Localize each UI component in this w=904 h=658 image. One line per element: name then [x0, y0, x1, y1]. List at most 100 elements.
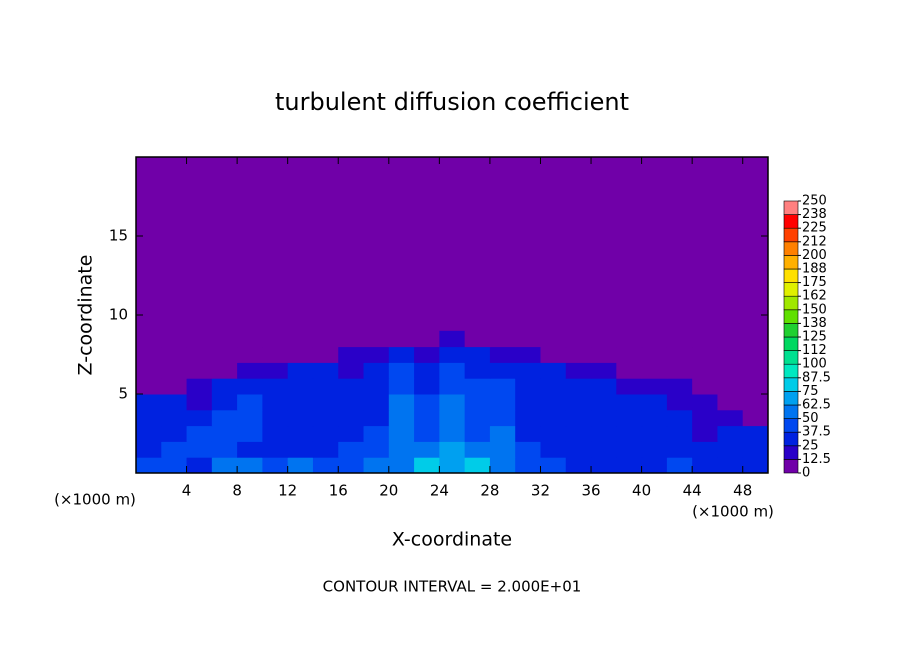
field-cell [287, 362, 314, 379]
colorbar-label: 87.5 [802, 370, 831, 385]
field-cell [287, 457, 314, 474]
field-cell [439, 346, 466, 363]
colorbar-bin [783, 391, 799, 406]
field-cell [591, 362, 617, 379]
field-cell [641, 409, 668, 427]
field-cell [464, 394, 491, 411]
field-cell [692, 441, 718, 458]
field-cell [161, 330, 188, 348]
x-unit-note: (×1000 m) [692, 503, 774, 521]
field-cell [540, 362, 567, 379]
field-cell [717, 425, 744, 442]
colorbar-label: 200 [802, 248, 827, 263]
field-cell [287, 425, 314, 442]
colorbar-bin [783, 445, 799, 460]
field-cell [262, 425, 289, 442]
field-cell [363, 378, 390, 395]
field-cell [464, 425, 491, 442]
field-cell [186, 425, 213, 442]
field-cell [515, 378, 541, 395]
field-cell [439, 425, 466, 442]
field-cell [136, 457, 162, 474]
field-cell [742, 457, 769, 474]
field-cell [666, 362, 693, 379]
colorbar-label: 225 [802, 221, 827, 236]
field-cell [161, 378, 188, 395]
field-cell [161, 425, 188, 442]
field-cell [338, 409, 365, 427]
field-cell [540, 457, 567, 474]
field-cell [692, 425, 718, 442]
field-cell [616, 346, 643, 363]
field-cell [161, 346, 188, 363]
field-cell [692, 378, 718, 395]
field-cell [262, 409, 289, 427]
field-cell [414, 441, 440, 458]
field-cell [211, 425, 238, 442]
field-cell [616, 378, 643, 395]
field-cell [616, 330, 643, 348]
field-cell [565, 362, 592, 379]
field-cell [692, 362, 718, 379]
x-tick-label: 32 [531, 482, 550, 500]
field-cell [641, 457, 668, 474]
colorbar-bin [783, 363, 799, 379]
field-cell [616, 457, 643, 474]
field-cell [540, 378, 567, 395]
field-cell [717, 362, 744, 379]
field-cell [363, 346, 390, 363]
field-cell [312, 457, 339, 474]
field-cell [414, 394, 440, 411]
field-cell [211, 394, 238, 411]
field-cell [186, 330, 213, 348]
field-cell [312, 378, 339, 395]
field-cell [591, 425, 617, 442]
field-cell [489, 346, 516, 363]
colorbar-bin [783, 200, 799, 215]
field-cell [237, 330, 263, 348]
colorbar-bin [783, 227, 799, 243]
field-cell [161, 409, 188, 427]
colorbar-label: 100 [802, 357, 827, 372]
field-cell [363, 330, 390, 348]
field-cell [692, 457, 718, 474]
y-tick-label: 15 [109, 227, 128, 245]
field-cell [136, 346, 162, 363]
field-cell [186, 394, 213, 411]
x-tick-label: 24 [430, 482, 449, 500]
colorbar-label: 37.5 [802, 425, 831, 440]
field-cell [287, 394, 314, 411]
field-cell [666, 330, 693, 348]
field-cell [312, 362, 339, 379]
field-cell [565, 394, 592, 411]
field-cell [363, 409, 390, 427]
field-cell [363, 394, 390, 411]
field-cell [439, 457, 466, 474]
x-tick-label: 36 [581, 482, 600, 500]
colorbar-label: 188 [802, 262, 827, 277]
field-cell [161, 441, 188, 458]
colorbar-bin [783, 350, 799, 365]
field-cell [515, 425, 541, 442]
field-cell [262, 362, 289, 379]
field-cell [414, 346, 440, 363]
field-cell [312, 346, 339, 363]
field-cell [717, 441, 744, 458]
field-cell [565, 457, 592, 474]
field-cell [287, 409, 314, 427]
field-cell [717, 346, 744, 363]
colorbar-bin [783, 295, 799, 311]
field-cell [136, 394, 162, 411]
field-cell [489, 394, 516, 411]
field-cell [136, 441, 162, 458]
y-tick-label: 10 [109, 306, 128, 324]
field-cell [565, 441, 592, 458]
y-tick-label: 5 [118, 385, 128, 403]
field-cell [515, 441, 541, 458]
field-cell [262, 394, 289, 411]
field-cell [237, 378, 263, 395]
field-cell [186, 362, 213, 379]
x-axis-label: X-coordinate [392, 529, 512, 551]
field-cell [464, 362, 491, 379]
